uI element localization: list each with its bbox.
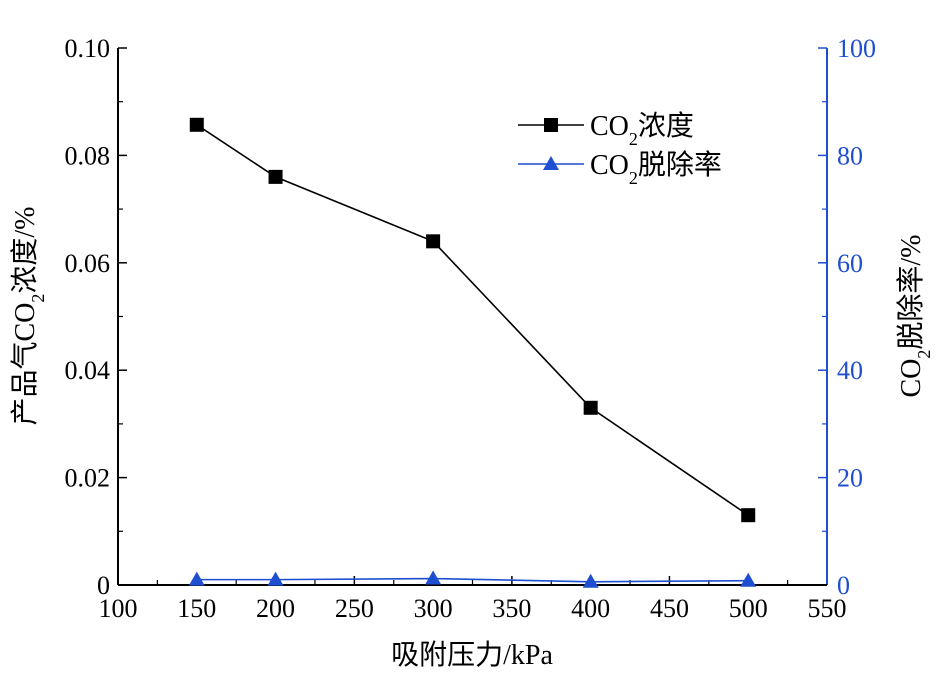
left-y-axis-title-pre: 产品气CO	[9, 303, 41, 426]
tick-layer: 100 150 200 250 300 350 400 450 500 55000.020.040…	[65, 34, 877, 623]
series-1-point	[268, 169, 283, 184]
x-tick-label: 150	[177, 594, 216, 623]
x-tick-label: 500	[729, 594, 768, 623]
series-2-point	[188, 571, 205, 586]
x-tick-label: 450	[650, 594, 689, 623]
series-2-point	[267, 571, 284, 586]
right-y-tick-label: 40	[837, 356, 863, 385]
left-y-tick-label: 0.06	[65, 249, 111, 278]
right-y-axis-title-post: 脱除率/%	[895, 234, 927, 349]
series-2-point	[425, 570, 442, 585]
legend-marker-triangle	[543, 156, 559, 170]
left-y-axis-title-sub: 2	[28, 294, 48, 303]
legend-label-series-1-post: 浓度	[638, 110, 694, 142]
left-y-axis-title: 产品气CO2浓度/%	[9, 206, 48, 425]
legend-label-series-1-pre: CO	[590, 111, 629, 142]
legend-item-series-1: CO2浓度	[518, 110, 694, 149]
legend-marker-square	[544, 118, 558, 132]
legend-item-series-2: CO2脱除率	[518, 149, 722, 188]
left-y-tick-label: 0.04	[65, 356, 111, 385]
right-y-tick-label: 100	[837, 34, 876, 63]
x-tick-label: 300	[414, 594, 453, 623]
right-y-axis-title: CO2脱除率/%	[895, 234, 934, 397]
right-y-tick-label: 20	[837, 464, 863, 493]
right-y-tick-label: 60	[837, 249, 863, 278]
legend-label-series-2-post: 脱除率	[638, 149, 722, 181]
legend-label-series-2-sub: 2	[629, 168, 638, 188]
axes-layer	[117, 48, 828, 586]
x-tick-label: 200	[256, 594, 295, 623]
right-y-tick-label: 80	[837, 141, 863, 170]
legend-label-series-2-pre: CO	[590, 150, 629, 181]
series-2-point	[740, 572, 757, 587]
legend-label-series-1-sub: 2	[629, 129, 638, 149]
x-tick-label: 250	[335, 594, 374, 623]
left-y-tick-label: 0.10	[65, 34, 111, 63]
series-1-point	[426, 234, 441, 249]
left-y-tick-label: 0	[97, 571, 110, 600]
legend-label-series-1: CO2浓度	[590, 110, 694, 149]
legend: CO2浓度 CO2脱除率	[518, 110, 722, 188]
x-tick-label: 350	[492, 594, 531, 623]
series-1-point	[741, 508, 756, 523]
left-y-tick-label: 0.08	[65, 141, 111, 170]
x-tick-label: 550	[808, 594, 847, 623]
right-y-tick-label: 0	[837, 571, 850, 600]
series-1-point	[583, 400, 598, 415]
series-2-point	[582, 573, 599, 588]
right-y-axis-title-sub: 2	[914, 350, 934, 359]
right-y-axis-title-pre: CO	[896, 359, 927, 398]
series-1-point	[189, 117, 204, 132]
x-tick-label: 100	[99, 594, 138, 623]
x-tick-label: 400	[571, 594, 610, 623]
x-axis-title: 吸附压力/kPa	[391, 639, 553, 671]
legend-label-series-2: CO2脱除率	[590, 149, 722, 188]
series-layer	[188, 117, 757, 588]
left-y-axis-title-post: 浓度/%	[9, 206, 41, 293]
left-y-tick-label: 0.02	[65, 464, 111, 493]
